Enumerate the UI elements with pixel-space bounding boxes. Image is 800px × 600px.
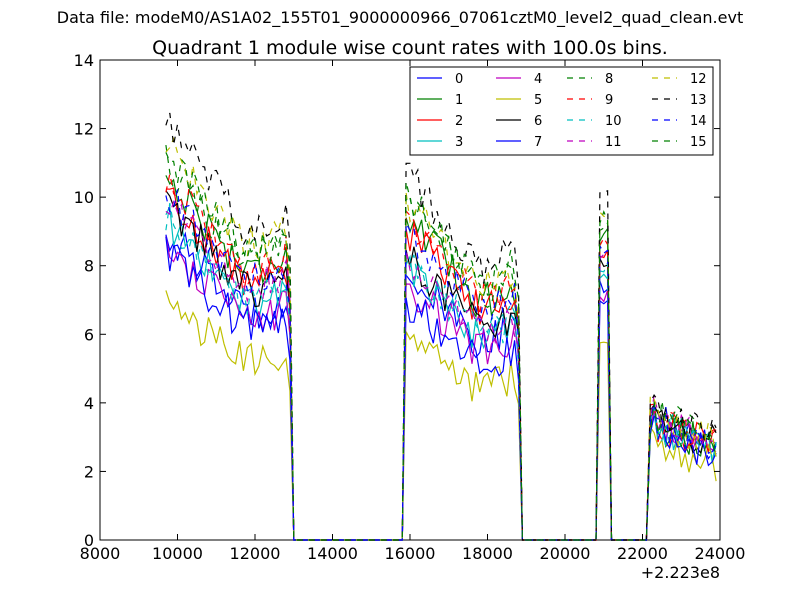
x-tick-label: 12000 (230, 544, 281, 563)
x-tick-label: 22000 (617, 544, 668, 563)
x-tick-label: 20000 (540, 544, 591, 563)
series-line-15 (165, 152, 717, 541)
x-tick-label: 16000 (385, 544, 436, 563)
legend-label-8: 8 (605, 72, 613, 87)
legend-label-11: 11 (605, 135, 622, 150)
legend-label-6: 6 (534, 114, 542, 129)
series-line-12 (165, 137, 717, 541)
y-tick-label: 12 (74, 120, 94, 139)
legend-label-10: 10 (605, 114, 622, 129)
y-tick-label: 14 (74, 51, 94, 70)
legend-label-15: 15 (690, 135, 707, 150)
series-line-14 (165, 189, 717, 541)
y-tick-label: 6 (84, 325, 94, 344)
series-line-13 (165, 112, 717, 541)
legend-label-9: 9 (605, 93, 613, 108)
series-line-5 (165, 290, 717, 541)
x-tick-label: 24000 (695, 544, 746, 563)
legend-label-14: 14 (690, 114, 707, 129)
legend-label-3: 3 (455, 135, 463, 150)
series-lines (165, 112, 717, 541)
series-line-7 (165, 236, 717, 541)
legend-label-2: 2 (455, 114, 463, 129)
x-offset-label: +2.223e8 (641, 563, 720, 582)
series-line-4 (165, 236, 717, 541)
legend-box (409, 66, 714, 156)
legend-label-0: 0 (455, 72, 463, 87)
legend-label-12: 12 (690, 72, 707, 87)
x-tick-label: 14000 (307, 544, 358, 563)
x-tick-label: 18000 (462, 544, 513, 563)
suptitle: Data file: modeM0/AS1A02_155T01_90000009… (57, 8, 743, 28)
x-tick-label: 8000 (80, 544, 121, 563)
y-tick-label: 0 (84, 531, 94, 550)
series-line-9 (165, 173, 717, 541)
series-line-8 (165, 145, 717, 541)
legend-label-1: 1 (455, 93, 463, 108)
legend-label-5: 5 (534, 93, 542, 108)
legend-label-4: 4 (534, 72, 542, 87)
y-tick-label: 4 (84, 394, 94, 413)
legend-label-13: 13 (690, 93, 707, 108)
chart-title: Quadrant 1 module wise count rates with … (152, 37, 668, 59)
x-tick-label: 10000 (152, 544, 203, 563)
axis-ticks: 8000 10000 12000 14000 16000 18000 20000 22000 2… (74, 51, 746, 563)
legend-label-7: 7 (534, 135, 542, 150)
y-tick-label: 2 (84, 462, 94, 481)
y-tick-label: 8 (84, 257, 94, 276)
y-tick-label: 10 (74, 188, 94, 207)
